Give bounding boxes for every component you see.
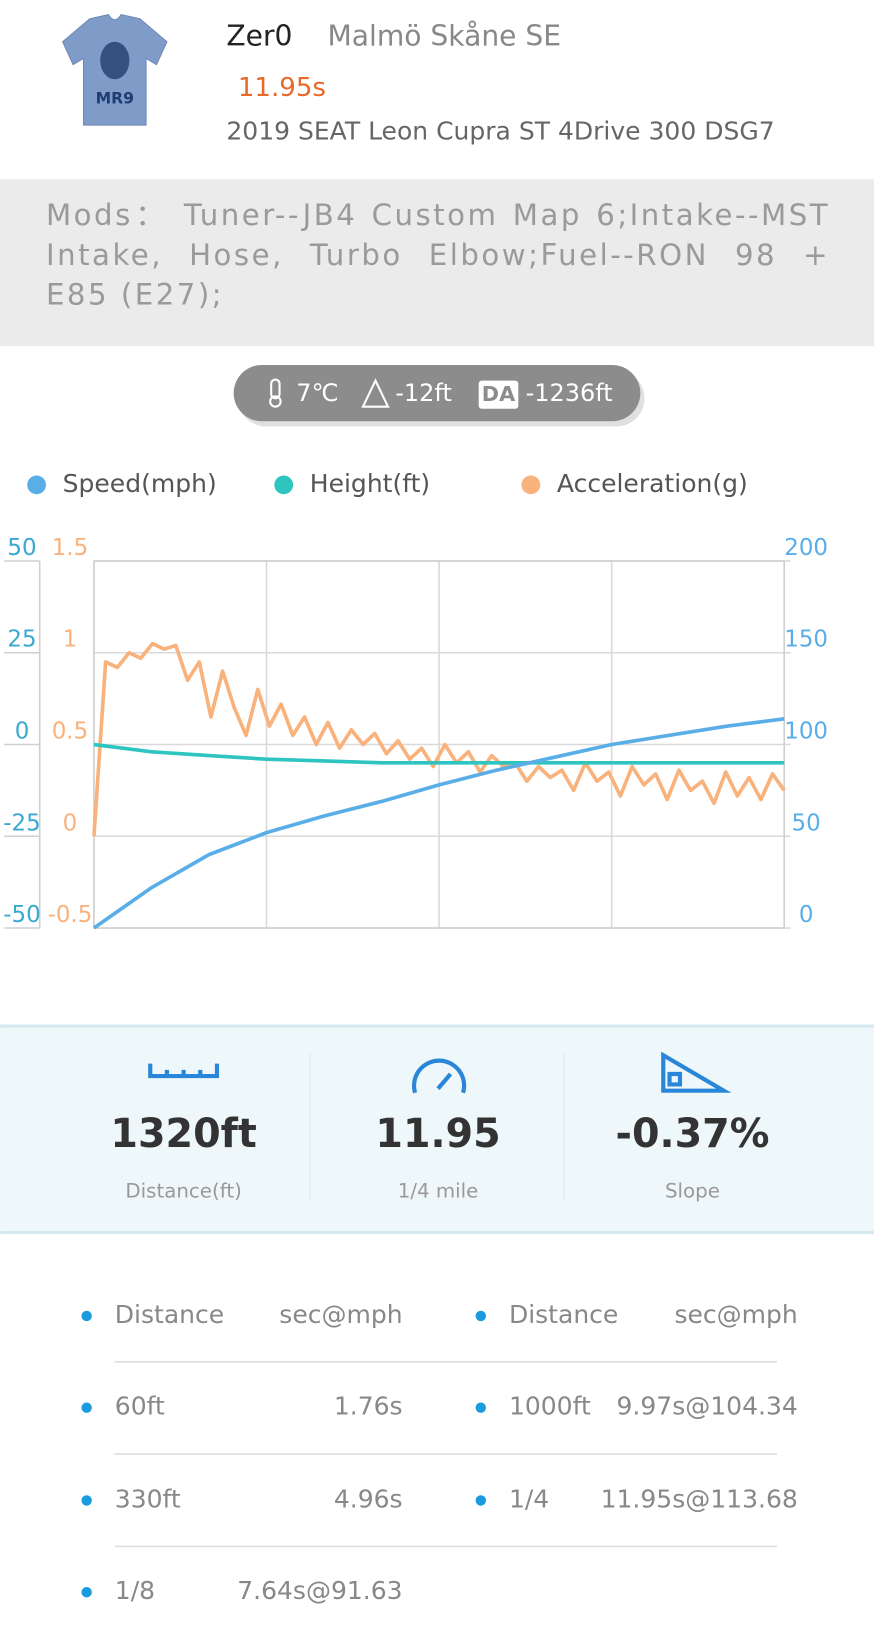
y3-tick-label: -50 xyxy=(3,902,40,928)
table-header: Distance xyxy=(115,1300,224,1329)
y-tick-label: -0.5 xyxy=(48,902,93,928)
legend-label: Acceleration(g) xyxy=(557,469,748,498)
legend-label: Speed(mph) xyxy=(63,469,217,498)
table-cell: 1/8 xyxy=(115,1576,155,1605)
legend-dot xyxy=(521,475,541,495)
table-cell: 7.64s@91.63 xyxy=(237,1576,402,1605)
table-cell: 60ft xyxy=(115,1392,165,1421)
pill xyxy=(233,364,641,422)
y2-tick-label: 200 xyxy=(784,535,828,561)
da-box xyxy=(478,380,519,409)
bullet xyxy=(475,1495,487,1506)
y2-tick-label: 50 xyxy=(792,810,821,836)
series-line xyxy=(93,742,785,765)
stat-label: Distance(ft) xyxy=(125,1179,241,1202)
chart: Speed(mph) Height(ft) Acceleration(g) -0.5 0… xyxy=(3,469,828,930)
bullet xyxy=(81,1310,92,1322)
y3-tick-label: 25 xyxy=(7,627,36,653)
y-tick-label: 0.5 xyxy=(52,718,88,744)
da-label: DA xyxy=(482,382,516,406)
run-time: 11.95s xyxy=(238,73,326,103)
thermometer-bulb xyxy=(269,395,282,408)
table-cell: 1000ft xyxy=(509,1392,591,1421)
splits-table: Distance sec@mph Distance sec@mph 60ft 1.76s 1… xyxy=(81,1300,798,1605)
stat-label: 1/4 mile xyxy=(398,1179,479,1202)
bullet xyxy=(475,1402,487,1413)
series-line xyxy=(92,717,785,930)
thermometer-icon xyxy=(270,378,281,400)
legend-dot xyxy=(274,475,294,495)
stat-value: -0.37% xyxy=(616,1111,770,1157)
bullet xyxy=(81,1587,92,1598)
shirt-print xyxy=(100,41,130,80)
table-header: sec@mph xyxy=(279,1300,402,1329)
bullet xyxy=(81,1402,92,1413)
y-tick-label: 0 xyxy=(63,810,78,836)
table-cell: 1.76s xyxy=(334,1392,403,1421)
mods-band xyxy=(0,179,874,347)
y2-tick-label: 0 xyxy=(799,902,814,928)
legend-label: Height(ft) xyxy=(310,469,430,498)
y2-tick-label: 100 xyxy=(784,718,828,744)
stat-value: 1320ft xyxy=(110,1111,256,1157)
stat-value: 11.95 xyxy=(375,1111,500,1157)
table-header: Distance xyxy=(509,1300,618,1329)
ruler-icon xyxy=(148,1063,220,1079)
bullet xyxy=(81,1495,92,1506)
location: Malmö Skåne SE xyxy=(328,20,562,53)
table-cell: 1/4 xyxy=(509,1484,549,1513)
bullet xyxy=(475,1310,487,1322)
legend-dot xyxy=(27,475,46,495)
series-line xyxy=(92,641,786,837)
y-tick-label: 1 xyxy=(63,627,78,653)
y3-tick-label: 0 xyxy=(15,718,30,744)
y2-tick-label: 150 xyxy=(784,627,828,653)
car: 2019 SEAT Leon Cupra ST 4Drive 300 DSG7 xyxy=(226,116,774,145)
avatar-text: MR9 xyxy=(96,89,134,108)
table-cell: 330ft xyxy=(115,1484,181,1513)
table-cell: 9.97s@104.34 xyxy=(617,1392,798,1421)
table-cell: 11.95s@113.68 xyxy=(601,1484,798,1513)
temperature: 7℃ xyxy=(296,379,338,407)
table-cell: 4.96s xyxy=(334,1484,403,1513)
user-name[interactable]: Zer0 xyxy=(226,20,292,53)
stat-label: Slope xyxy=(665,1179,720,1202)
altitude: -12ft xyxy=(395,379,452,407)
slope-icon xyxy=(661,1051,732,1093)
mods-text: Mods： Tuner--JB4 Custom Map 6;Intake--MS… xyxy=(45,198,831,312)
y3-tick-label: -25 xyxy=(3,810,40,836)
conditions: 7℃ -12ft DA -1236ft xyxy=(233,364,645,427)
table-header: sec@mph xyxy=(674,1300,797,1329)
gauge-needle xyxy=(436,1072,453,1090)
mountain-icon xyxy=(361,378,390,408)
mods-box: Mods： Tuner--JB4 Custom Map 6;Intake--MS… xyxy=(45,198,831,312)
y3-tick-label: 50 xyxy=(7,535,36,561)
density-altitude: -1236ft xyxy=(526,379,613,407)
y-tick-label: 1.5 xyxy=(52,535,88,561)
gauge-icon xyxy=(411,1058,467,1094)
avatar[interactable]: MR9 xyxy=(62,14,168,126)
